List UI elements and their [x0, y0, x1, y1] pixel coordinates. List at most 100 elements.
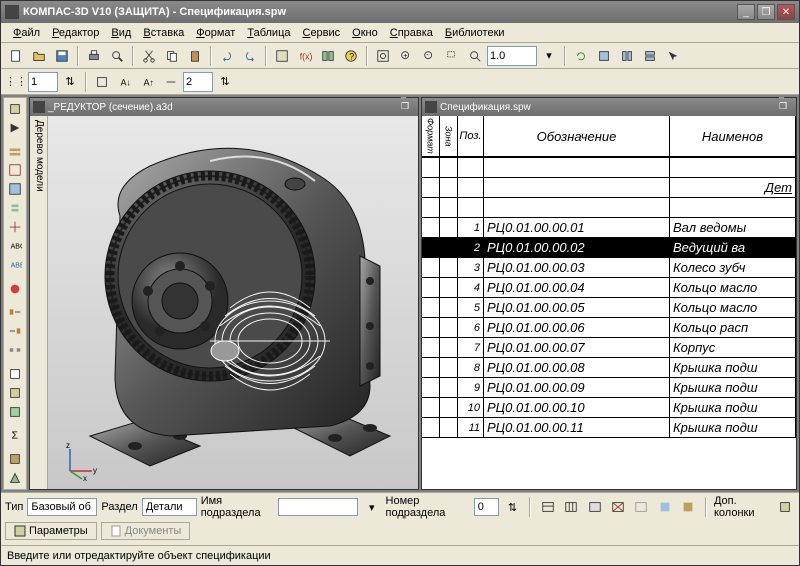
view1-icon[interactable] [593, 45, 615, 67]
tree-strip[interactable]: Дерево модели [30, 116, 48, 489]
spec-row[interactable]: 5РЦ0.01.00.00.05Кольцо масло [422, 298, 796, 318]
menu-редактор[interactable]: Редактор [46, 25, 105, 41]
print-icon[interactable] [83, 45, 105, 67]
props-icon[interactable] [271, 45, 293, 67]
zoom-dropdown-icon[interactable]: ▾ [538, 45, 560, 67]
st-11-icon[interactable] [5, 303, 25, 321]
st-5-icon[interactable] [5, 180, 25, 198]
tool-b-icon[interactable]: A↓ [114, 71, 136, 93]
spec-empty-row[interactable] [422, 158, 796, 178]
spin1-btns[interactable]: ⇅ [59, 71, 81, 93]
spin1[interactable] [28, 72, 58, 92]
section-input[interactable] [142, 498, 197, 516]
st-9-icon[interactable]: ABB [5, 256, 25, 274]
extra-cols-btn-icon[interactable] [776, 496, 795, 518]
spin2-btns[interactable]: ⇅ [214, 71, 236, 93]
st-1-icon[interactable] [5, 100, 25, 118]
zoom-combo[interactable] [487, 46, 537, 66]
bb-3-icon[interactable] [585, 496, 604, 518]
redo-icon[interactable] [239, 45, 261, 67]
bb-2-icon[interactable] [562, 496, 581, 518]
st-6-icon[interactable] [5, 199, 25, 217]
st-18-icon[interactable] [5, 469, 25, 487]
spec-row[interactable]: 8РЦ0.01.00.00.08Крышка подш [422, 358, 796, 378]
view3-icon[interactable] [639, 45, 661, 67]
copy-icon[interactable] [161, 45, 183, 67]
bb-4-icon[interactable] [608, 496, 627, 518]
st-2-icon[interactable] [5, 119, 25, 137]
menu-библиотеки[interactable]: Библиотеки [439, 25, 511, 41]
spec-section-row[interactable]: Дет [422, 178, 796, 198]
bb-6-icon[interactable] [655, 496, 674, 518]
menu-файл[interactable]: Файл [7, 25, 46, 41]
undo-icon[interactable] [216, 45, 238, 67]
menu-вид[interactable]: Вид [105, 25, 137, 41]
st-4-icon[interactable] [5, 162, 25, 180]
paste-icon[interactable] [184, 45, 206, 67]
zoom-fit-icon[interactable] [372, 45, 394, 67]
menu-вставка[interactable]: Вставка [137, 25, 190, 41]
menu-таблица[interactable]: Таблица [241, 25, 296, 41]
spec-row[interactable]: 4РЦ0.01.00.00.04Кольцо масло [422, 278, 796, 298]
spec-row[interactable]: 1РЦ0.01.00.00.01Вал ведомы [422, 218, 796, 238]
bb-5-icon[interactable] [632, 496, 651, 518]
tool-d-icon[interactable] [160, 71, 182, 93]
zoom-in-icon[interactable]: + [395, 45, 417, 67]
cut-icon[interactable] [138, 45, 160, 67]
bb-7-icon[interactable] [679, 496, 698, 518]
minimize-button[interactable]: _ [737, 4, 755, 20]
spec-empty-row[interactable] [422, 198, 796, 218]
preview-icon[interactable] [106, 45, 128, 67]
zoom-window-icon[interactable] [441, 45, 463, 67]
spin2[interactable] [183, 72, 213, 92]
tab-params[interactable]: Параметры [5, 522, 97, 540]
refresh-icon[interactable] [570, 45, 592, 67]
spec-row[interactable]: 10РЦ0.01.00.00.10Крышка подш [422, 398, 796, 418]
menu-окно[interactable]: Окно [346, 25, 384, 41]
spec-row[interactable]: 7РЦ0.01.00.00.07Корпус [422, 338, 796, 358]
menu-сервис[interactable]: Сервис [296, 25, 346, 41]
zoom-out-icon[interactable]: - [418, 45, 440, 67]
arrow-icon[interactable] [662, 45, 684, 67]
vars-icon[interactable] [317, 45, 339, 67]
st-7-icon[interactable] [5, 218, 25, 236]
spec-row[interactable]: 9РЦ0.01.00.00.09Крышка подш [422, 378, 796, 398]
tool-a-icon[interactable] [91, 71, 113, 93]
st-sigma-icon[interactable]: Σ [5, 426, 25, 444]
spec-row[interactable]: 3РЦ0.01.00.00.03Колесо зубч [422, 258, 796, 278]
st-12-icon[interactable] [5, 322, 25, 340]
zoom-prev-icon[interactable] [464, 45, 486, 67]
st-14-icon[interactable] [5, 365, 25, 383]
st-8-icon[interactable]: ABC [5, 237, 25, 255]
st-10-icon[interactable] [5, 280, 25, 298]
help-icon[interactable]: ? [340, 45, 362, 67]
open-icon[interactable] [28, 45, 50, 67]
view2-icon[interactable] [616, 45, 638, 67]
spec-row[interactable]: 2РЦ0.01.00.00.02Ведущий ва [422, 238, 796, 258]
st-16-icon[interactable] [5, 403, 25, 421]
tab-docs[interactable]: Документы [101, 522, 191, 540]
tip-input[interactable] [27, 498, 97, 516]
bb-1-icon[interactable] [538, 496, 557, 518]
st-15-icon[interactable] [5, 384, 25, 402]
st-17-icon[interactable] [5, 450, 25, 468]
st-3-icon[interactable] [5, 143, 25, 161]
3d-viewport[interactable]: Дерево модели [30, 116, 418, 489]
spec-row[interactable]: 6РЦ0.01.00.00.06Кольцо расп [422, 318, 796, 338]
close-button[interactable]: ✕ [777, 4, 795, 20]
st-13-icon[interactable] [5, 341, 25, 359]
sub2-max-button[interactable]: ❐ [779, 101, 793, 114]
spec-row[interactable]: 11РЦ0.01.00.00.11Крышка подш [422, 418, 796, 438]
subnum-input[interactable] [474, 498, 499, 516]
menu-формат[interactable]: Формат [190, 25, 241, 41]
subname-input[interactable] [278, 498, 358, 516]
fx-icon[interactable]: f(x) [294, 45, 316, 67]
new-icon[interactable] [5, 45, 27, 67]
menu-справка[interactable]: Справка [384, 25, 439, 41]
spec-table[interactable]: Формат Зона Поз. Обозначение Наименов Де… [422, 116, 796, 489]
sub-max-button[interactable]: ❐ [401, 101, 415, 114]
save-icon[interactable] [51, 45, 73, 67]
handle-icon[interactable]: ⋮⋮ [5, 71, 27, 93]
tool-c-icon[interactable]: A↑ [137, 71, 159, 93]
maximize-button[interactable]: ❐ [757, 4, 775, 20]
